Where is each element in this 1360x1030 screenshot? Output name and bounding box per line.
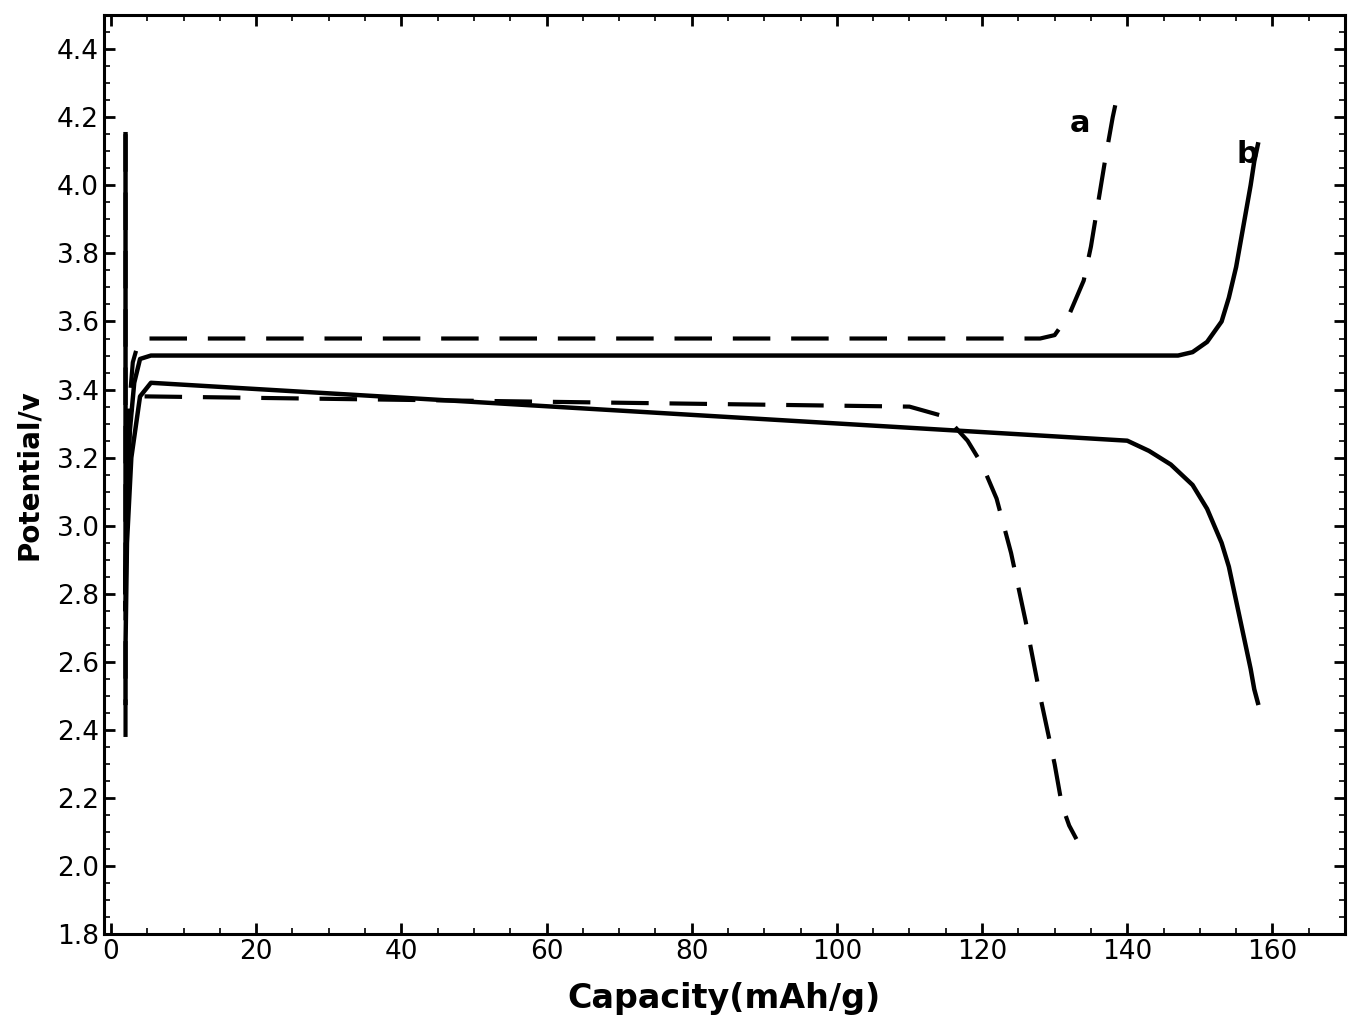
Y-axis label: Potential/v: Potential/v bbox=[15, 389, 44, 560]
X-axis label: Capacity(mAh/g): Capacity(mAh/g) bbox=[567, 982, 881, 1015]
Text: a: a bbox=[1070, 109, 1091, 138]
Text: b: b bbox=[1236, 140, 1258, 169]
